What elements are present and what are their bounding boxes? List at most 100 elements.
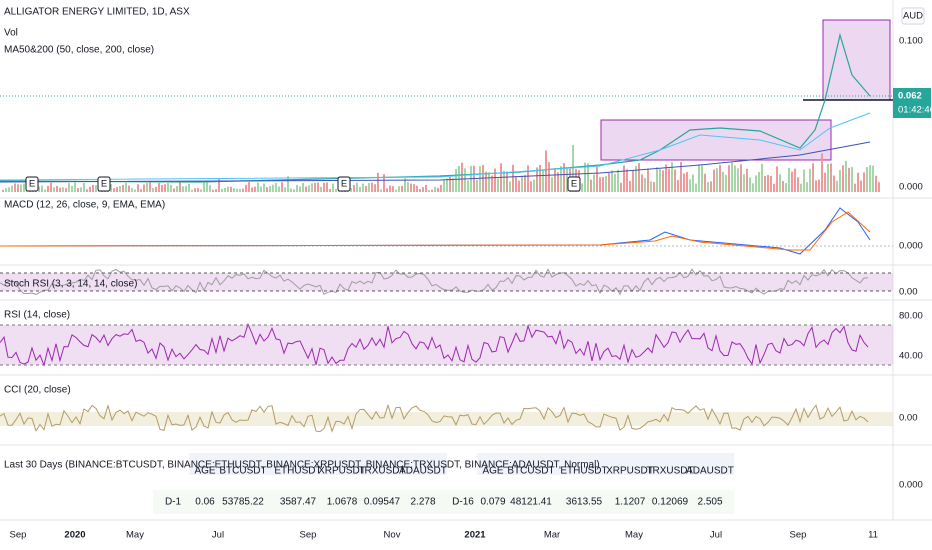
- volume-bar: [533, 179, 535, 192]
- countdown: 01:42:46: [898, 105, 932, 116]
- axis-tick: 40.00: [899, 351, 923, 362]
- volume-label: Vol: [4, 28, 18, 39]
- volume-bar: [176, 186, 178, 192]
- earnings-label: E: [29, 179, 35, 190]
- volume-bar: [659, 169, 661, 192]
- volume-bar: [668, 168, 670, 192]
- table-cell: 0.09547: [364, 497, 401, 508]
- volume-bar: [782, 181, 784, 192]
- volume-bar: [56, 185, 58, 192]
- volume-bar: [401, 185, 403, 192]
- volume-bar: [215, 189, 217, 192]
- volume-bar: [164, 184, 166, 192]
- volume-bar: [137, 184, 139, 192]
- volume-bar: [332, 183, 334, 192]
- table-cell: 2.278: [410, 497, 435, 508]
- volume-bar: [404, 178, 406, 192]
- table-header: AGE: [482, 466, 503, 477]
- volume-bar: [746, 168, 748, 192]
- volume-bar: [626, 169, 628, 192]
- volume-bar: [467, 180, 469, 192]
- volume-bar: [428, 189, 430, 192]
- table-header: ETHUSDT: [274, 466, 321, 477]
- volume-bar: [854, 183, 856, 192]
- volume-bar: [233, 188, 235, 192]
- volume-bar: [464, 168, 466, 192]
- volume-bar: [89, 186, 91, 192]
- pane-label: Last 30 Days (BINANCE:BTCUSDT, BINANCE:E…: [4, 460, 600, 471]
- volume-bar: [830, 163, 832, 192]
- volume-bar: [461, 162, 463, 192]
- volume-bar: [374, 184, 376, 192]
- volume-bar: [152, 188, 154, 192]
- volume-bar: [437, 187, 439, 192]
- volume-bar: [131, 188, 133, 192]
- earnings-label: E: [101, 179, 107, 190]
- volume-bar: [350, 187, 352, 192]
- table-header: XRPUSDT: [318, 466, 366, 477]
- earnings-marker: [567, 176, 581, 192]
- volume-bar: [317, 182, 319, 192]
- volume-bar: [557, 172, 559, 192]
- axis-tick: 0.00: [899, 413, 918, 424]
- price-tick: 0.100: [899, 36, 923, 47]
- volume-bar: [248, 182, 250, 192]
- volume-bar: [50, 182, 52, 192]
- volume-bar: [761, 163, 763, 192]
- volume-bar: [506, 171, 508, 192]
- volume-bar: [323, 182, 325, 192]
- volume-bar: [38, 186, 40, 192]
- rsi-band: [0, 325, 893, 365]
- axis-tick: 80.00: [899, 311, 923, 322]
- volume-bar: [863, 172, 865, 192]
- volume-bar: [209, 185, 211, 192]
- volume-bar: [680, 162, 682, 192]
- volume-bar: [47, 185, 49, 192]
- currency-button[interactable]: [901, 7, 925, 25]
- time-label: May: [126, 530, 144, 541]
- volume-bar: [488, 172, 490, 192]
- volume-bar: [155, 186, 157, 192]
- axis-tick: 0.000: [899, 480, 923, 491]
- volume-bar: [590, 179, 592, 192]
- volume-bar: [128, 185, 130, 192]
- volume-bar: [17, 184, 19, 192]
- indicator-line: [0, 403, 869, 433]
- pane-label: Stoch RSI (3, 3, 14, 14, close): [4, 279, 137, 290]
- volume-bar: [818, 179, 820, 192]
- pane-separators: [0, 0, 932, 521]
- price-tag: [893, 88, 931, 118]
- range-box: [822, 19, 891, 101]
- tables: AGE BTCUSDT ETHUSDTXRPUSDTTRXUSDTADAUSDTD-…: [153, 453, 734, 514]
- volume-bar: [263, 183, 265, 192]
- volume-bar: [662, 170, 664, 192]
- volume-bar: [218, 178, 220, 192]
- volume-bar: [284, 187, 286, 192]
- volume-bar: [74, 182, 76, 192]
- volume-bar: [356, 182, 358, 192]
- volume-bar: [716, 168, 718, 192]
- volume-bar: [422, 187, 424, 192]
- volume-bar: [572, 144, 574, 192]
- volume-bar: [722, 171, 724, 192]
- volume-bar: [434, 186, 436, 192]
- volume-bar: [266, 187, 268, 192]
- volume-bar: [446, 178, 448, 192]
- volume-bar: [725, 175, 727, 192]
- volume-bar: [185, 185, 187, 192]
- volume-bar: [167, 183, 169, 192]
- volume-bar: [755, 175, 757, 192]
- volume-bar: [827, 163, 829, 192]
- volume-bar: [287, 176, 289, 192]
- volume-bar: [857, 172, 859, 192]
- volume-bar: [824, 172, 826, 192]
- volume-bar: [542, 170, 544, 192]
- volume-bar: [809, 168, 811, 192]
- volume-bar: [293, 189, 295, 192]
- volume-bar: [320, 186, 322, 192]
- volume-bar: [494, 168, 496, 192]
- volume-bar: [170, 184, 172, 192]
- volume-bar: [605, 175, 607, 192]
- volume-bar: [593, 174, 595, 192]
